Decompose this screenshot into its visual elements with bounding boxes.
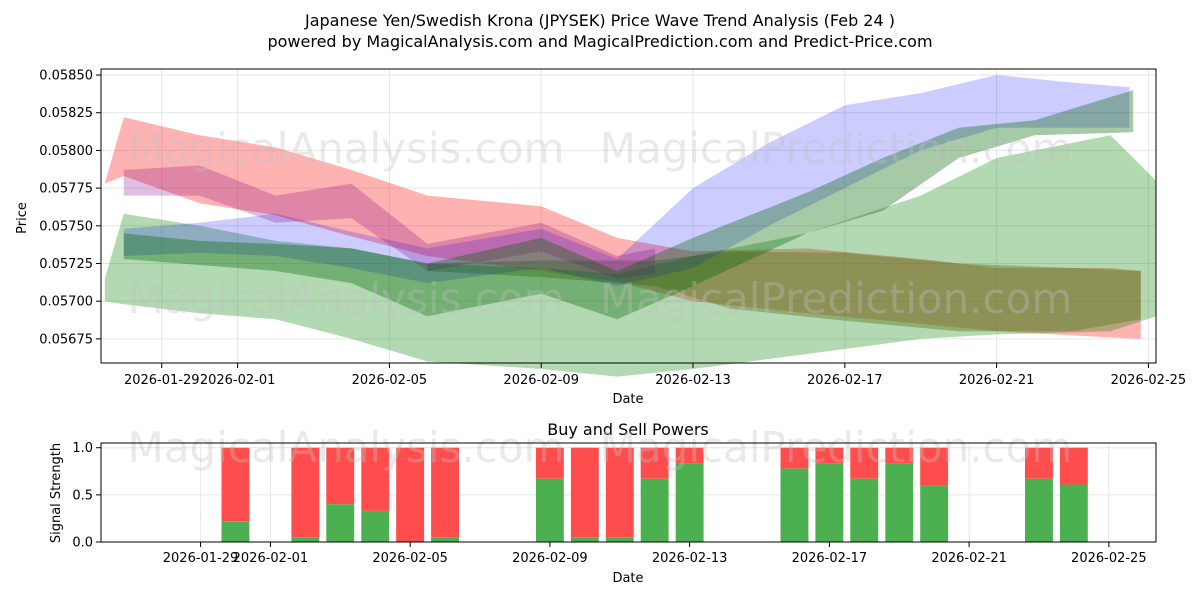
watermark-group-top: MagicalAnalysis.com MagicalPrediction.co… (128, 124, 1073, 323)
buy-bar (640, 478, 669, 542)
sell-bar (850, 447, 879, 479)
sell-bar (570, 447, 599, 538)
price-ytick-label: 0.05675 (39, 332, 93, 347)
price-ytick-label: 0.05750 (39, 219, 93, 234)
price-xtick-label: 2026-02-17 (807, 373, 883, 388)
price-y-axis-label: Price (15, 202, 30, 234)
powers-ytick-label: 0.5 (72, 488, 93, 503)
buy-bar (1025, 478, 1053, 542)
sell-bar (780, 447, 809, 469)
price-x-axis-label: Date (612, 392, 643, 407)
buy-bar (675, 463, 704, 542)
price-xtick-label: 2026-01-29 (124, 373, 200, 388)
powers-plot-frame (100, 442, 1157, 543)
buy-bar (920, 485, 949, 542)
powers-xtick-label: 2026-02-13 (652, 551, 728, 566)
watermark-analysis-bottom: MagicalAnalysis.com (128, 423, 565, 472)
band-dark-green-wave (123, 90, 1134, 320)
chart-subtitle: powered by MagicalAnalysis.com and Magic… (267, 32, 932, 51)
powers-ytick-label: 1.0 (72, 441, 93, 456)
price-xtick-label: 2026-02-25 (1111, 373, 1187, 388)
powers-xtick-label: 2026-02-09 (512, 551, 588, 566)
powers-xtick-label: 2026-01-29 (163, 551, 239, 566)
powers-xtick-label: 2026-02-25 (1071, 551, 1147, 566)
sell-bar (1025, 447, 1053, 479)
sell-bar (675, 447, 704, 464)
buy-bar (535, 478, 564, 542)
watermark-prediction-bottom: MagicalPrediction.com (600, 423, 1073, 472)
powers-xtick-label: 2026-02-21 (931, 551, 1007, 566)
buy-bar (326, 504, 355, 542)
sell-bar (640, 447, 669, 479)
watermark-analysis-top: MagicalAnalysis.com (128, 124, 565, 173)
price-ytick-label: 0.05850 (39, 69, 93, 84)
buy-bar (780, 468, 809, 542)
chart-title: Japanese Yen/Swedish Krona (JPYSEK) Pric… (304, 11, 895, 30)
powers-xtick-label: 2026-02-01 (233, 551, 309, 566)
buy-bar (605, 537, 634, 542)
price-ytick-label: 0.05800 (39, 144, 93, 159)
buy-bar (361, 510, 390, 542)
powers-y-axis: 0.0 0.5 1.0 (72, 441, 101, 551)
sell-bar (920, 447, 949, 486)
price-xtick-label: 2026-02-05 (352, 373, 428, 388)
sell-bar (221, 447, 250, 522)
sell-bar (1059, 447, 1088, 485)
sell-bar (291, 447, 320, 538)
band-brown-band (427, 251, 1141, 332)
powers-x-axis-label: Date (612, 571, 643, 586)
price-ytick-label: 0.05825 (39, 106, 93, 121)
watermark-prediction-top: MagicalPrediction.com (600, 124, 1073, 173)
powers-bars (221, 447, 1088, 542)
buy-bar (291, 537, 320, 542)
powers-title: Buy and Sell Powers (547, 420, 709, 439)
price-ytick-label: 0.05725 (39, 257, 93, 272)
price-xtick-label: 2026-02-01 (200, 373, 276, 388)
price-y-axis: 0.05675 0.05700 0.05725 0.05750 0.05775 0.058… (39, 69, 101, 347)
buy-bar (850, 478, 879, 542)
powers-ytick-label: 0.0 (72, 536, 93, 551)
sell-bar (326, 447, 355, 505)
band-purple-wave (123, 165, 656, 279)
powers-xtick-label: 2026-02-05 (372, 551, 448, 566)
sell-bar (396, 447, 425, 542)
buy-bar (1059, 484, 1088, 542)
powers-y-axis-label: Signal Strength (49, 443, 64, 543)
sell-bar (535, 447, 564, 479)
sell-bar (361, 447, 390, 511)
powers-xtick-label: 2026-02-17 (792, 551, 868, 566)
price-ytick-label: 0.05775 (39, 182, 93, 197)
price-wave-bands (104, 75, 1156, 377)
sell-bar (431, 447, 459, 538)
price-xtick-label: 2026-02-09 (503, 373, 579, 388)
buy-bar (885, 463, 914, 542)
band-blue-wave (123, 75, 1130, 287)
band-green-wave (104, 135, 1156, 377)
price-x-axis: 2026-01-29 2026-02-01 2026-02-05 2026-02-09… (124, 363, 1186, 388)
buy-bar (431, 537, 459, 542)
price-xtick-label: 2026-02-21 (959, 373, 1035, 388)
price-xtick-label: 2026-02-13 (655, 373, 731, 388)
price-plot-frame (100, 68, 1157, 364)
watermark-analysis-mid: MagicalAnalysis.com (128, 274, 565, 323)
sell-bar (605, 447, 634, 538)
band-red-wave (104, 117, 1141, 339)
buy-bar (221, 521, 250, 542)
buy-bar (570, 537, 599, 542)
sell-bar (815, 447, 844, 464)
price-ytick-label: 0.05700 (39, 295, 93, 310)
price-grid (101, 69, 1156, 363)
watermark-prediction-mid: MagicalPrediction.com (600, 274, 1073, 323)
sell-bar (885, 447, 914, 464)
buy-bar (815, 463, 844, 542)
